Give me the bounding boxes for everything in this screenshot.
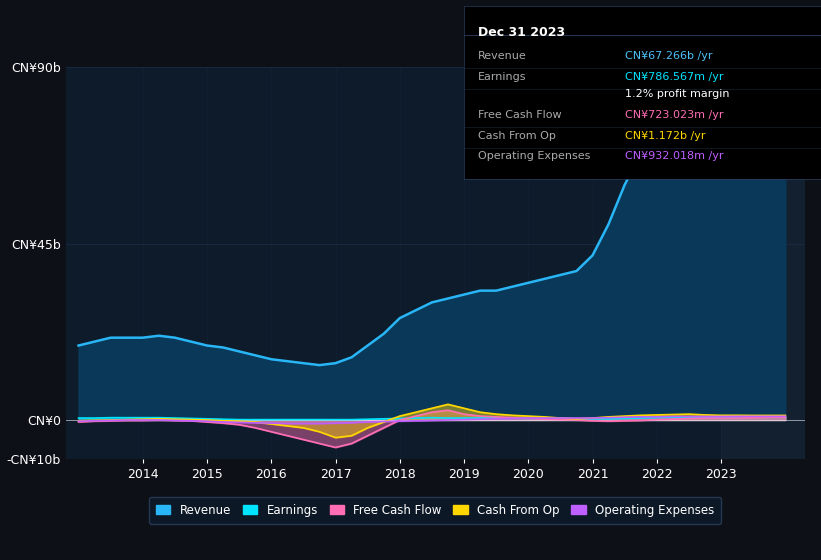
- Text: Earnings: Earnings: [478, 72, 526, 82]
- Text: Dec 31 2023: Dec 31 2023: [478, 26, 566, 39]
- Text: Cash From Op: Cash From Op: [478, 130, 556, 141]
- Text: Revenue: Revenue: [478, 51, 527, 60]
- Text: CN¥786.567m /yr: CN¥786.567m /yr: [625, 72, 723, 82]
- Text: 1.2% profit margin: 1.2% profit margin: [625, 89, 729, 99]
- Legend: Revenue, Earnings, Free Cash Flow, Cash From Op, Operating Expenses: Revenue, Earnings, Free Cash Flow, Cash …: [149, 497, 722, 524]
- Text: CN¥67.266b /yr: CN¥67.266b /yr: [625, 51, 712, 60]
- Text: CN¥723.023m /yr: CN¥723.023m /yr: [625, 110, 723, 120]
- Text: CN¥932.018m /yr: CN¥932.018m /yr: [625, 151, 723, 161]
- Text: Operating Expenses: Operating Expenses: [478, 151, 590, 161]
- Text: CN¥1.172b /yr: CN¥1.172b /yr: [625, 130, 705, 141]
- Text: Free Cash Flow: Free Cash Flow: [478, 110, 562, 120]
- Bar: [721, 67, 818, 459]
